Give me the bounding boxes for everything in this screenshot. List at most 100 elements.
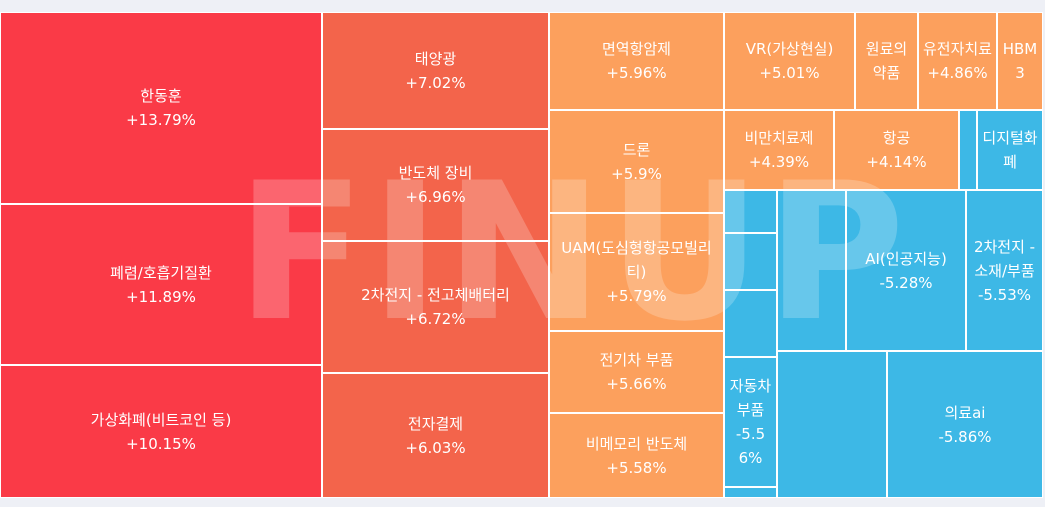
tile-change: +6.03% — [405, 438, 466, 457]
tile-change: +4.14% — [866, 153, 927, 171]
tile-change: +5.66% — [606, 375, 667, 393]
tile-label: 반도체 장비 +6.96% — [396, 161, 476, 209]
tile-label: 전기차 부품 +5.66% — [597, 348, 677, 396]
treemap-tile[interactable] — [724, 190, 777, 233]
tile-change: +5.96% — [606, 64, 667, 82]
treemap-chart: 한동훈 +13.79% 폐렴/호흡기질환 +11.89% 가상화폐(비트코인 등) +10… — [0, 12, 1043, 498]
treemap-tile[interactable]: 폐렴/호흡기질환 +11.89% — [0, 204, 322, 365]
tile-label: 2차전지 - 전고체배터리 +6.72% — [358, 283, 513, 331]
tile-name: 원료의약품 — [865, 40, 908, 82]
tile-name: 가상화폐(비트코인 등) — [90, 410, 232, 429]
tile-label: 디지털화폐 — [978, 126, 1042, 174]
treemap-tile[interactable] — [777, 190, 846, 351]
treemap-tile[interactable] — [724, 233, 777, 290]
tile-change: +7.02% — [405, 73, 466, 92]
tile-name: 전기차 부품 — [599, 351, 674, 369]
tile-name: 2차전지 - 전고체배터리 — [361, 286, 510, 304]
tile-name: HBM3 — [1002, 40, 1038, 82]
treemap-tile[interactable]: 면역항암제 +5.96% — [549, 12, 724, 110]
tile-label: 자동차부품 -5.56% — [725, 374, 776, 470]
treemap-tile[interactable]: 로봇-4.7% — [724, 487, 777, 498]
tile-change: +4.39% — [748, 153, 810, 171]
tile-name: 유전자치료 — [922, 40, 992, 58]
tile-label: 한동훈 +13.79% — [123, 84, 199, 132]
treemap-tile[interactable]: 전기차 부품 +5.66% — [549, 331, 724, 413]
tile-name: 드론 — [622, 140, 651, 159]
tile-name: 디지털화폐 — [982, 129, 1038, 171]
tile-name: 면역항암제 — [601, 40, 671, 58]
treemap-tile[interactable]: 비메모리 반도체 +5.58% — [549, 413, 724, 498]
tile-name: 한동훈 — [140, 87, 182, 105]
tile-change: +5.58% — [606, 458, 667, 477]
treemap-tile[interactable]: VR(가상현실) +5.01% — [724, 12, 855, 110]
tile-label: 유전자치료 +4.86% — [920, 37, 995, 85]
tile-label: 항공 +4.14% — [863, 126, 929, 174]
tile-name: 자동차부품 — [729, 377, 772, 419]
treemap-tile[interactable] — [724, 290, 777, 357]
tile-name: 로봇 — [729, 488, 773, 493]
treemap-tile[interactable]: AI(인공지능) -5.28% — [846, 190, 966, 351]
tile-label: 드론 +5.9% — [608, 138, 665, 186]
tile-change: +11.89% — [126, 287, 196, 306]
tile-name: 2차전지 - 소재/부품 — [973, 237, 1036, 280]
tile-label: VR(가상현실) +5.01% — [743, 37, 837, 85]
tile-label: 전자결제 +6.03% — [402, 412, 468, 460]
tile-name: 비메모리 반도체 — [585, 434, 688, 453]
tile-change: +4.86% — [927, 64, 988, 82]
tile-change: +5.9% — [611, 164, 662, 183]
treemap-tile[interactable]: 항공 +4.14% — [834, 110, 959, 190]
treemap-tile[interactable] — [959, 110, 977, 190]
tile-change: +10.15% — [126, 434, 196, 453]
treemap-tile[interactable]: UAM(도심형항공모빌리티) +5.79% — [549, 213, 724, 331]
tile-label: 태양광 +7.02% — [402, 47, 468, 95]
tile-change: -5.53% — [977, 285, 1032, 304]
tile-change: +5.79% — [606, 287, 667, 305]
tile-change: +5.01% — [759, 64, 820, 82]
treemap-tile[interactable]: 2차전지 - 전고체배터리 +6.72% — [322, 241, 549, 373]
treemap-tile[interactable]: 전자결제 +6.03% — [322, 373, 549, 498]
treemap-tile[interactable]: 의료ai -5.86% — [887, 351, 1043, 498]
treemap-tile[interactable]: 2차전지 - 소재/부품 -5.53% — [966, 190, 1043, 351]
tile-label: 가상화폐(비트코인 등) +10.15% — [88, 408, 235, 456]
tile-change: +6.96% — [405, 188, 466, 206]
treemap-tile[interactable]: 유전자치료 +4.86% — [918, 12, 997, 110]
tile-name: AI(인공지능) — [865, 249, 947, 268]
tile-change: -4.7% — [729, 493, 773, 498]
tile-name: 전자결제 — [407, 414, 464, 433]
tile-name: 항공 — [882, 129, 911, 147]
tile-label: 원료의약품 — [856, 37, 917, 85]
treemap-tile[interactable]: 태양광 +7.02% — [322, 12, 549, 129]
tile-change: -5.28% — [879, 273, 933, 292]
tile-change: -5.56% — [735, 425, 766, 467]
tile-name: UAM(도심형항공모빌리티) — [561, 239, 712, 281]
tile-change: +13.79% — [126, 111, 196, 129]
tile-label: 비메모리 반도체 +5.58% — [583, 432, 690, 480]
tile-label: AI(인공지능) -5.28% — [862, 247, 950, 295]
treemap-tile[interactable]: 디지털화폐 — [977, 110, 1043, 190]
tile-change: +6.72% — [405, 310, 466, 328]
treemap-tile[interactable]: 원료의약품 — [855, 12, 918, 110]
tile-label: HBM3 — [998, 37, 1042, 85]
treemap-tile[interactable]: 반도체 장비 +6.96% — [322, 129, 549, 241]
tile-name: 폐렴/호흡기질환 — [110, 263, 212, 282]
tile-label: 폐렴/호흡기질환 +11.89% — [107, 261, 215, 309]
tile-label: UAM(도심형항공모빌리티) +5.79% — [550, 236, 723, 308]
tile-name: 태양광 — [414, 49, 457, 68]
tile-label: 로봇-4.7% — [726, 488, 776, 498]
treemap-tile[interactable] — [777, 351, 887, 498]
tile-label: 면역항암제 +5.96% — [599, 37, 674, 85]
treemap-tile[interactable]: 한동훈 +13.79% — [0, 12, 322, 204]
tile-label: 의료ai -5.86% — [935, 401, 994, 449]
treemap-tile[interactable]: 비만치료제 +4.39% — [724, 110, 834, 190]
tile-label: 비만치료제 +4.39% — [741, 126, 816, 174]
treemap-tile[interactable]: 가상화폐(비트코인 등) +10.15% — [0, 365, 322, 498]
treemap-tile[interactable]: HBM3 — [997, 12, 1043, 110]
tile-label: 2차전지 - 소재/부품 -5.53% — [967, 235, 1042, 307]
treemap-tile[interactable]: 자동차부품 -5.56% — [724, 357, 777, 487]
tile-change: -5.86% — [938, 427, 992, 446]
tile-name: 반도체 장비 — [398, 164, 473, 182]
treemap-tile[interactable]: 드론 +5.9% — [549, 110, 724, 213]
tile-name: VR(가상현실) — [745, 40, 834, 58]
tile-name: 비만치료제 — [744, 129, 814, 147]
tile-name: 의료ai — [944, 403, 986, 422]
